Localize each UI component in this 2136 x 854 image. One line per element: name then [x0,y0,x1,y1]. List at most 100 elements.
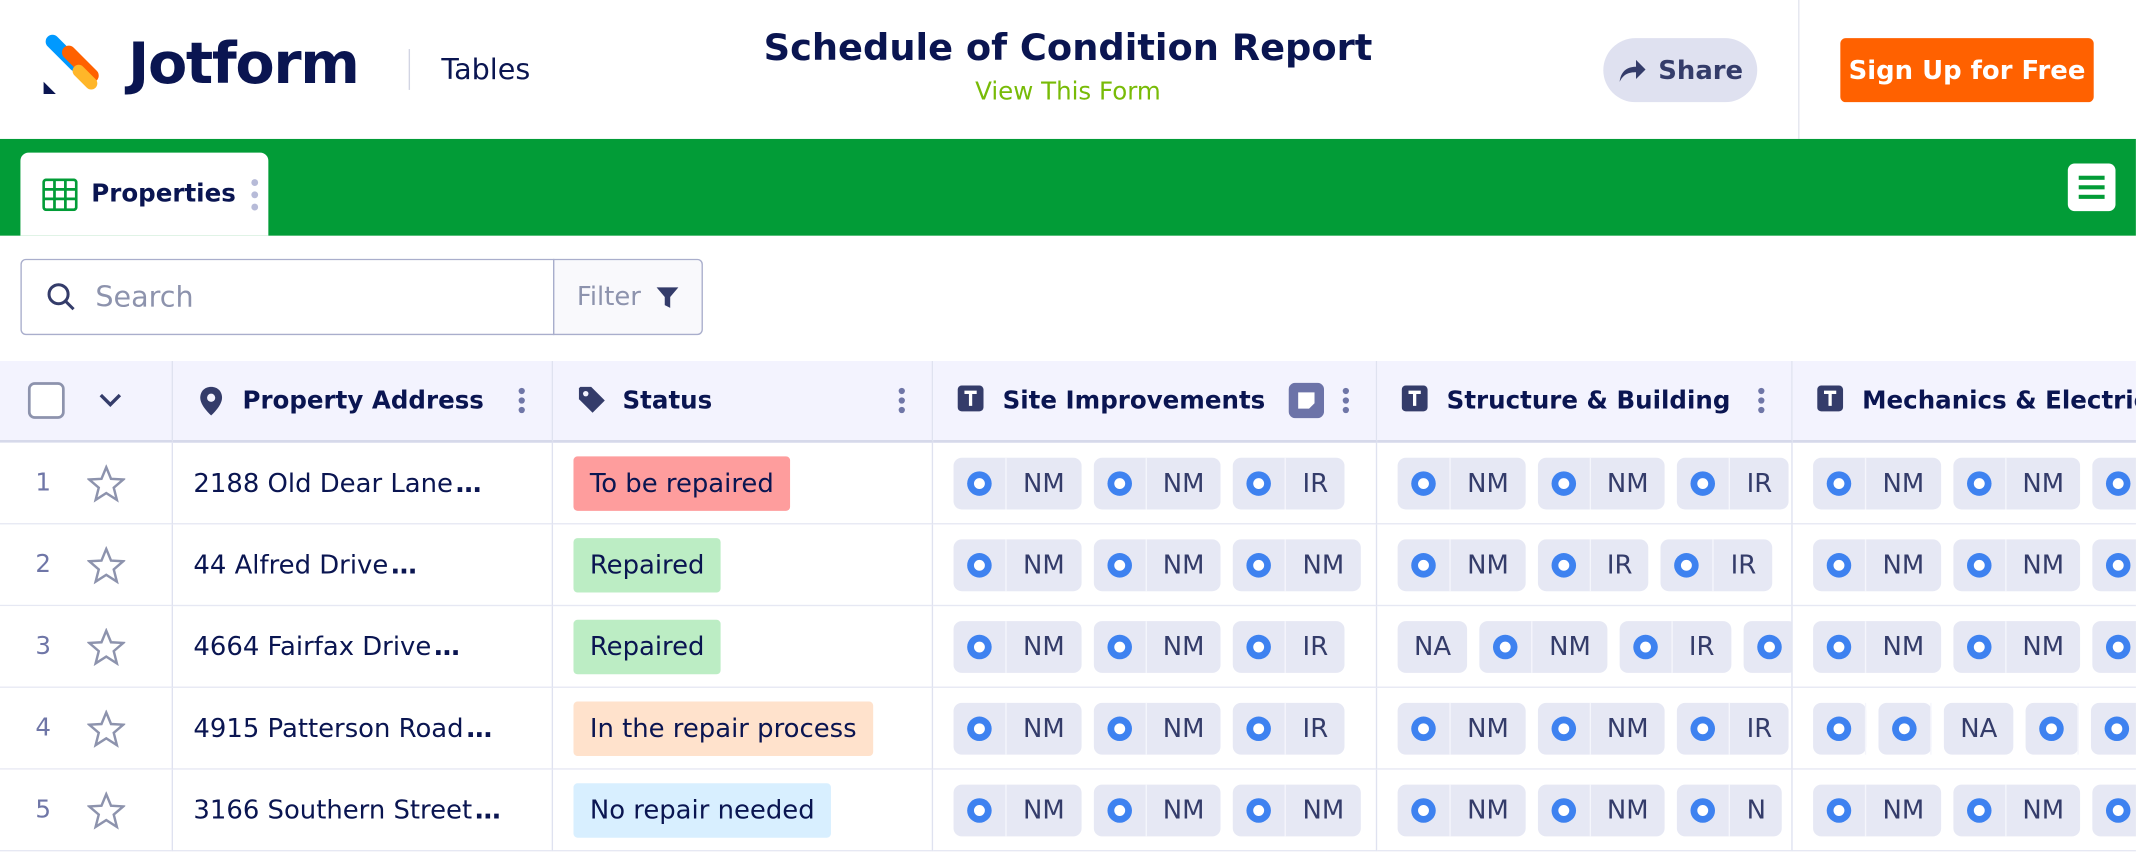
option-label: NM [1467,713,1509,744]
radio-icon [1551,715,1576,741]
column-header[interactable]: Property Address [172,360,554,443]
option-chip: NM [1952,457,2081,509]
row-number: 5 [35,795,52,825]
option-chip: NM [1397,538,1526,591]
radio [1093,783,1147,836]
note-icon [1288,382,1325,419]
option-label: NM [1162,467,1205,498]
option-chip: NM [1952,783,2081,836]
radio [1093,620,1147,673]
radio [1093,457,1147,509]
expand-icon [99,393,122,407]
radio-icon [1826,470,1852,496]
radio [1953,457,2006,509]
site-cell: NM NM NM [933,769,1378,852]
status-badge: Repaired [573,537,721,592]
search-box[interactable]: Search [20,258,555,336]
option-label: NM [1023,467,1065,498]
radio [1878,702,1932,754]
share-label: Share [1658,55,1744,86]
radio [1398,457,1451,509]
option-chip: NM [1479,620,1608,673]
option-label: NM [1302,549,1345,580]
divider [1798,0,1800,139]
radio [1480,620,1533,673]
column-header[interactable]: Structure & Building [1377,360,1793,443]
radio [1743,620,1791,672]
radio-icon [2106,470,2131,496]
header-cell [0,360,173,443]
column-title: Mechanics & Electric [1862,386,2136,415]
form-title: Schedule of Condition Report [763,27,1373,70]
option-label: IR [1606,549,1633,580]
menu-button[interactable] [2067,163,2116,212]
radio-icon [1826,552,1852,577]
structure-cell: NM NM IR [1377,687,1793,770]
radio [1537,538,1591,591]
option-chip: NM [1952,620,2081,673]
mechanics-cell: NA [1792,688,2136,770]
radio [1398,702,1451,754]
option-chip: NM [1397,457,1526,509]
option-chip: IR [1233,620,1345,673]
column-title: Property Address [242,386,484,415]
radio [1233,783,1287,836]
column-menu [898,387,905,414]
column-title: Structure & Building [1446,386,1731,415]
status-badge: No repair needed [573,782,831,838]
column-header[interactable]: Status [553,360,934,443]
status-cell: No repair needed [553,769,934,852]
option-label: IR [1746,713,1773,744]
option-chip [1813,702,1867,754]
radio-icon [1493,634,1518,659]
radio [1953,538,2006,591]
option-label: NM [2022,794,2065,825]
option-chip: NM [1397,702,1526,754]
radio-icon [967,552,992,577]
option-label: NM [1606,713,1649,744]
radio [1398,538,1451,591]
tab-menu[interactable] [249,176,260,211]
radio-icon [1106,797,1132,823]
radio [1677,457,1731,509]
radio-icon [1106,715,1132,741]
option-label: NM [1882,467,1925,498]
option-chip: NM [1537,457,1665,509]
option-label: NM [1467,549,1509,580]
radio-icon [1411,715,1436,741]
option-chip: NM [1233,783,1361,836]
option-chip: IR [1677,457,1789,509]
option-label: NM [1162,794,1205,825]
share-button[interactable]: Share [1603,38,1758,103]
radio [954,702,1007,754]
status-cell: To be repaired [553,442,934,525]
column-header[interactable]: Site Improvements [933,360,1378,443]
filter-button[interactable]: Filter [553,258,703,336]
view-form-link[interactable]: View This Form [975,77,1161,107]
ellipsis: … [433,631,460,662]
site-cell: NM NM NM [933,524,1378,607]
option-chip: N [2092,783,2136,836]
column-header[interactable]: Mechanics & Electric [1792,360,2136,443]
ellipsis: … [466,713,493,744]
row-header: 5 [0,769,173,852]
radio [1537,457,1591,509]
tab[interactable]: Properties [20,152,269,236]
radio-icon [967,470,992,496]
radio-icon [1246,797,1272,823]
option-chip: NM [953,620,1082,673]
option-chip: IR [1677,702,1789,754]
column-menu [1758,387,1765,414]
signup-button[interactable]: Sign Up for Free [1840,38,2094,103]
radio-icon [1826,715,1852,741]
option-label: NM [1023,631,1065,662]
radio [2093,539,2136,591]
radio [954,620,1007,673]
option-chip: NM [1093,783,1221,836]
option-chip: NA [1397,620,1468,673]
radio [1537,702,1591,754]
status-badge: In the repair process [573,700,873,756]
status-cell: In the repair process [553,687,934,770]
address: 3166 Southern Street [193,794,473,825]
